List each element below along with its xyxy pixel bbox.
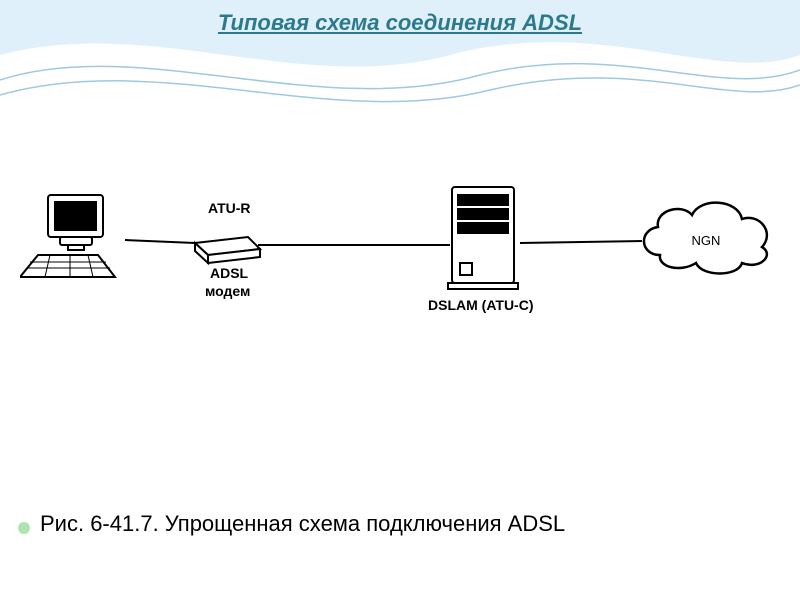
slide: Типовая схема соединения ADSL [0, 0, 800, 600]
link-dslam-cloud [520, 241, 642, 243]
bullet-icon [18, 522, 30, 534]
wave-near-2 [0, 78, 800, 102]
slide-title: Типовая схема соединения ADSL [0, 10, 800, 36]
pc-icon [20, 195, 115, 277]
modem-label-bottom: модем [205, 283, 250, 299]
adsl-diagram: NGN ATU-R ADSL модем DSLAM (ATU-C) [20, 155, 780, 335]
wave-near-1 [0, 64, 800, 89]
modem-label-mid: ADSL [210, 265, 248, 281]
dslam-label: DSLAM (ATU-C) [428, 297, 534, 313]
modem-label-top: ATU-R [208, 200, 251, 216]
figure-caption: Рис. 6-41.7. Упрощенная схема подключени… [40, 507, 760, 540]
dslam-icon [448, 187, 518, 289]
diagram-svg: NGN [20, 155, 780, 335]
modem-icon [195, 237, 260, 263]
link-pc-modem [125, 240, 195, 243]
cloud-label: NGN [692, 233, 721, 248]
